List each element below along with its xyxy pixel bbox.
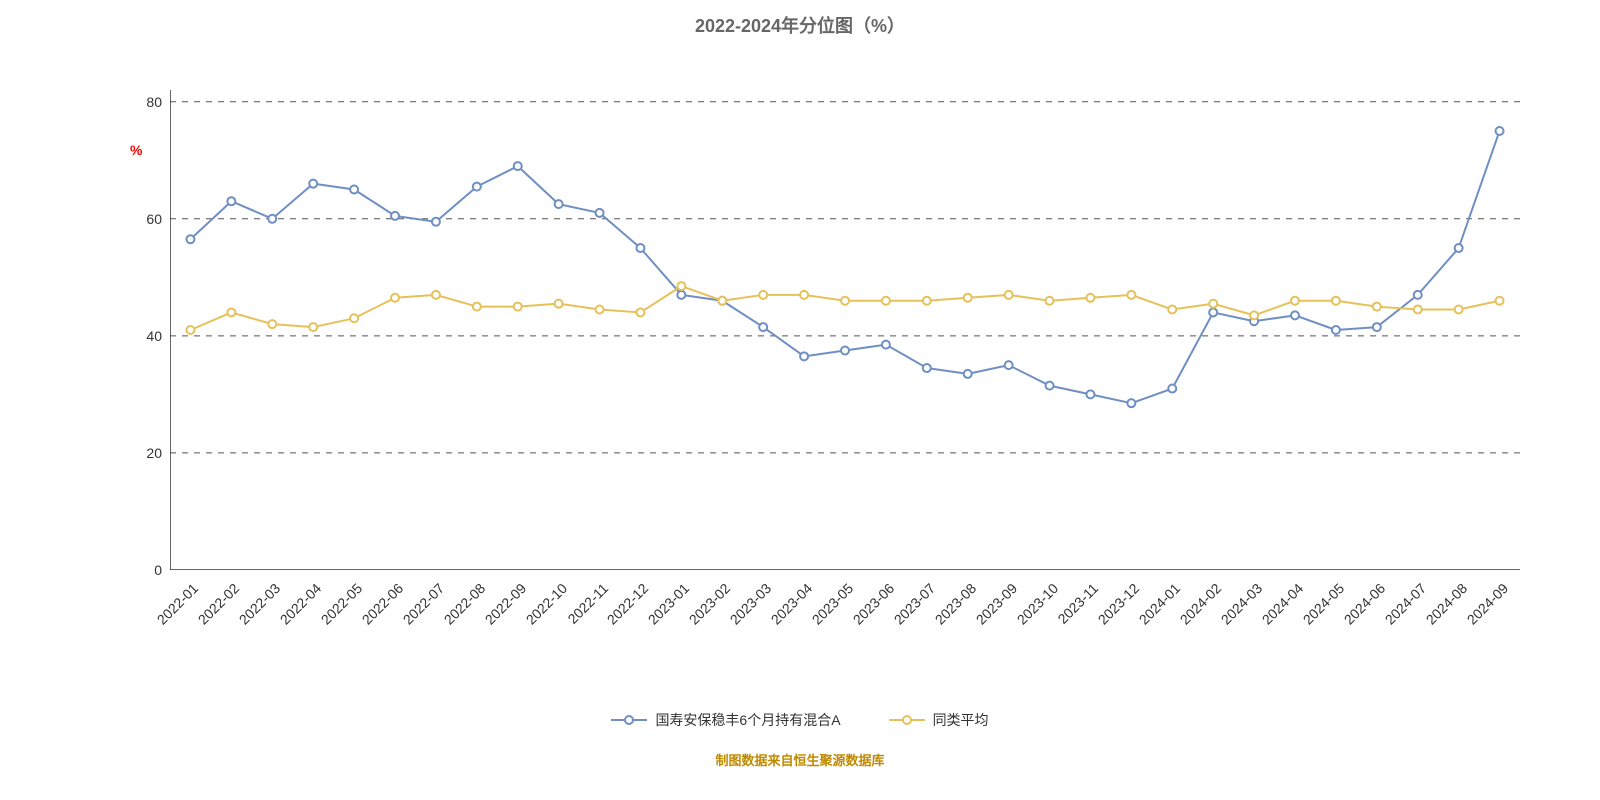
x-tick-label: 2023-07 <box>890 580 938 628</box>
x-tick-label: 2023-11 <box>1055 580 1102 627</box>
x-tick-label: 2023-04 <box>768 580 816 628</box>
data-source-note: 制图数据来自恒生聚源数据库 <box>0 750 1600 769</box>
x-tick-label: 2023-08 <box>931 580 979 628</box>
y-tick-label: 20 <box>130 445 162 461</box>
x-tick-label: 2023-02 <box>686 580 734 628</box>
x-tick-label: 2023-05 <box>809 580 857 628</box>
legend-label: 同类平均 <box>933 710 989 730</box>
x-tick-label: 2023-01 <box>645 580 693 628</box>
chart-title: 2022-2024年分位图（%） <box>0 12 1600 38</box>
x-tick-label: 2022-10 <box>522 580 570 628</box>
x-tick-label: 2024-09 <box>1463 580 1511 628</box>
x-tick-label: 2022-02 <box>195 580 243 628</box>
y-tick-label: 60 <box>130 211 162 227</box>
chart-svg <box>170 90 1520 570</box>
legend-swatch-icon <box>889 713 925 727</box>
x-tick-label: 2023-09 <box>972 580 1020 628</box>
y-tick-label: 0 <box>130 562 162 578</box>
legend-swatch-icon <box>611 713 647 727</box>
x-tick-label: 2022-07 <box>400 580 448 628</box>
legend-item: 同类平均 <box>889 710 989 730</box>
x-tick-label: 2024-02 <box>1177 580 1225 628</box>
x-tick-label: 2024-05 <box>1300 580 1348 628</box>
x-tick-label: 2022-04 <box>277 580 325 628</box>
x-tick-label: 2024-04 <box>1259 580 1307 628</box>
y-axis-unit-label: % <box>130 142 142 158</box>
x-tick-label: 2023-03 <box>727 580 775 628</box>
x-tick-label: 2022-12 <box>604 580 652 628</box>
x-tick-label: 2022-01 <box>154 580 202 628</box>
x-tick-label: 2022-03 <box>236 580 284 628</box>
x-tick-label: 2023-10 <box>1013 580 1061 628</box>
legend-label: 国寿安保稳丰6个月持有混合A <box>655 710 840 730</box>
x-tick-label: 2022-05 <box>318 580 366 628</box>
legend: 国寿安保稳丰6个月持有混合A 同类平均 <box>0 710 1600 730</box>
x-tick-label: 2022-11 <box>564 580 611 627</box>
x-tick-label: 2022-06 <box>359 580 407 628</box>
x-tick-label: 2024-03 <box>1218 580 1266 628</box>
plot-area <box>170 90 1520 570</box>
x-tick-label: 2022-09 <box>481 580 529 628</box>
percentile-line-chart: 2022-2024年分位图（%） % 020406080 2022-012022… <box>0 0 1600 800</box>
y-tick-label: 40 <box>130 328 162 344</box>
y-tick-label: 80 <box>130 94 162 110</box>
x-tick-label: 2024-06 <box>1340 580 1388 628</box>
x-tick-label: 2023-12 <box>1095 580 1143 628</box>
x-tick-label: 2024-01 <box>1136 580 1184 628</box>
x-tick-label: 2024-08 <box>1422 580 1470 628</box>
x-tick-label: 2022-08 <box>440 580 488 628</box>
x-tick-label: 2024-07 <box>1381 580 1429 628</box>
legend-item: 国寿安保稳丰6个月持有混合A <box>611 710 840 730</box>
x-tick-label: 2023-06 <box>850 580 898 628</box>
